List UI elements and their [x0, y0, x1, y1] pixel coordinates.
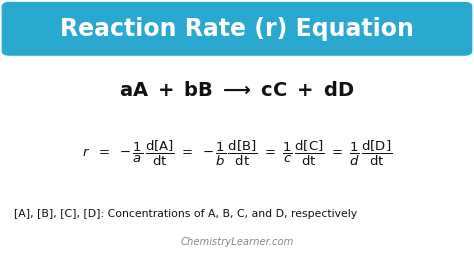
Text: [A], [B], [C], [D]: Concentrations of A, B, C, and D, respectively: [A], [B], [C], [D]: Concentrations of A,…	[14, 209, 357, 219]
Text: ChemistryLearner.com: ChemistryLearner.com	[180, 237, 294, 247]
Text: Reaction Rate (r) Equation: Reaction Rate (r) Equation	[60, 17, 414, 41]
FancyBboxPatch shape	[2, 3, 472, 55]
Text: $r\ \ =\ -\dfrac{1}{a}\,\dfrac{\mathrm{d[A]}}{\mathrm{dt}}\ =\ -\dfrac{1}{b}\,\d: $r\ \ =\ -\dfrac{1}{a}\,\dfrac{\mathrm{d…	[82, 139, 392, 168]
Text: $\mathbf{aA\ +\ bB\ \longrightarrow\ cC\ +\ dD}$: $\mathbf{aA\ +\ bB\ \longrightarrow\ cC\…	[119, 81, 355, 100]
